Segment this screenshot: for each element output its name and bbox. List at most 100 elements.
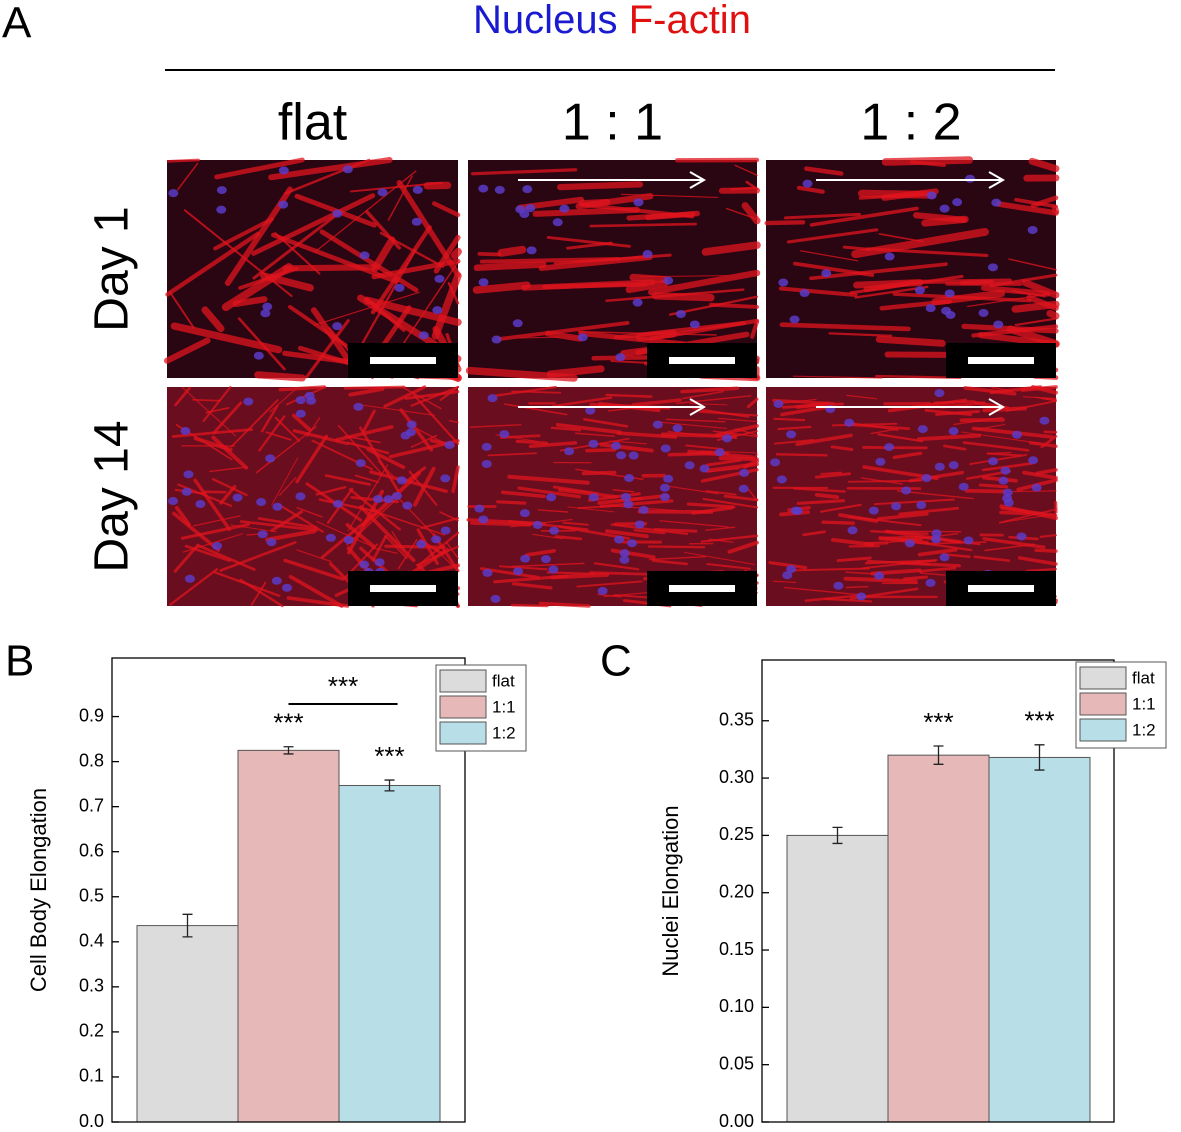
fiber [962, 441, 1030, 452]
nucleus [519, 509, 530, 518]
fiber [651, 559, 688, 566]
nucleus [931, 529, 942, 538]
nucleus [776, 475, 787, 484]
fiber [746, 397, 759, 409]
nucleus [868, 506, 879, 515]
fiber [886, 530, 962, 533]
fiber [597, 493, 670, 505]
fiber [219, 484, 237, 505]
fiber [166, 158, 200, 163]
fiber [1039, 534, 1058, 538]
fiber [510, 603, 549, 608]
fiber [875, 335, 946, 347]
fiber [657, 421, 728, 429]
fiber [862, 559, 938, 570]
nucleus [181, 487, 192, 496]
nucleus [948, 427, 959, 436]
panel-label: B [5, 637, 34, 686]
fiber [265, 431, 292, 441]
fiber [554, 535, 583, 541]
fiber [1014, 197, 1058, 209]
nucleus [786, 430, 797, 439]
panel-label: A [2, 0, 32, 48]
nucleus [891, 502, 902, 511]
fiber [838, 513, 879, 523]
fiber [796, 499, 845, 505]
fiber [174, 386, 191, 407]
fiber [538, 601, 591, 608]
fiber [847, 479, 923, 483]
fiber [684, 551, 756, 566]
fiber [515, 439, 548, 445]
fiber [493, 574, 569, 584]
fiber [528, 441, 578, 449]
scale-bar [968, 585, 1034, 592]
fiber [821, 520, 855, 525]
nucleus [559, 204, 570, 213]
fiber [202, 385, 232, 422]
nucleus [1011, 430, 1022, 439]
bar [786, 834, 889, 1123]
nucleus [948, 461, 959, 470]
nucleus [875, 457, 886, 466]
fiber [971, 426, 1054, 439]
nucleus [540, 555, 551, 564]
scale-bar [968, 357, 1034, 364]
y-tick-label: 0.25 [719, 824, 754, 844]
y-tick-label: 0.4 [79, 931, 104, 951]
fiber [961, 323, 1059, 334]
bar [988, 756, 1091, 1123]
fiber [1008, 258, 1057, 271]
legend-label: 1:1 [1132, 694, 1156, 713]
nucleus [965, 174, 976, 183]
fiber [665, 418, 726, 423]
fiber [986, 452, 1023, 457]
nucleus [616, 451, 627, 460]
nucleus [168, 189, 179, 198]
significance-label: *** [273, 708, 303, 738]
fiber [517, 486, 581, 499]
fiber [504, 403, 568, 416]
significance-label: *** [923, 707, 953, 737]
y-tick-label: 0.35 [719, 710, 754, 730]
nucleus [738, 484, 749, 493]
fiber [779, 322, 911, 332]
fiber [750, 319, 760, 339]
y-tick-label: 0.7 [79, 795, 104, 815]
fiber [792, 375, 883, 379]
nucleus [944, 289, 955, 298]
plot-frame [761, 659, 1115, 1123]
fiber [795, 433, 853, 447]
fiber [359, 505, 416, 563]
error-bar [933, 745, 944, 765]
fiber [578, 330, 687, 347]
fiber [819, 503, 862, 513]
nucleus [588, 439, 599, 448]
fiber [343, 385, 406, 390]
fiber [969, 454, 1028, 465]
nucleus [624, 474, 635, 483]
nucleus [952, 198, 963, 207]
fiber [296, 549, 332, 563]
fiber [723, 494, 759, 502]
fiber [581, 470, 617, 476]
nucleus [372, 495, 383, 504]
title-nucleus: Nucleus [473, 0, 618, 42]
nucleus [904, 539, 915, 548]
nucleus [184, 574, 195, 583]
nucleus [627, 539, 638, 548]
fiber [959, 279, 994, 286]
nucleus [833, 581, 844, 590]
fiber [620, 193, 719, 199]
fiber [605, 288, 745, 303]
nucleus [1027, 225, 1038, 234]
nucleus [343, 535, 354, 544]
fiber [845, 585, 869, 589]
fiber [585, 448, 617, 453]
nucleus [632, 298, 643, 307]
fiber [783, 212, 862, 220]
fiber [1025, 568, 1058, 572]
nucleus [633, 198, 644, 207]
fiber [610, 523, 689, 535]
fiber [348, 386, 385, 397]
